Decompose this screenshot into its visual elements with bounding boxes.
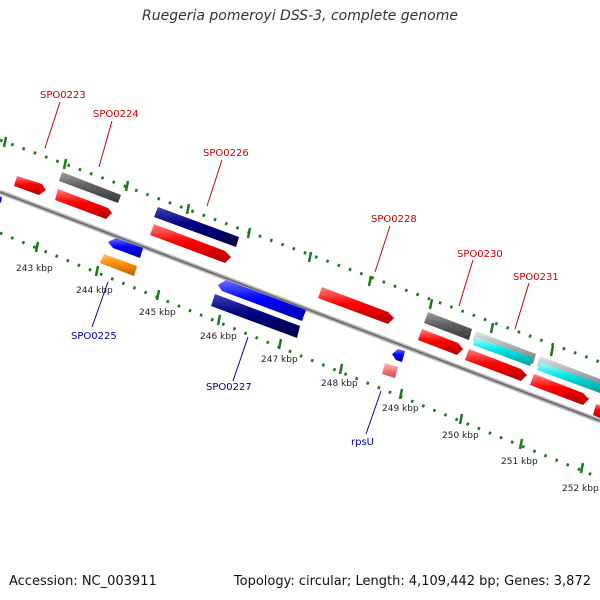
kbp-label: 248 kbp <box>321 379 358 389</box>
feature-spo0227-blue[interactable] <box>218 280 306 321</box>
major-tick <box>246 227 252 239</box>
feature-spo0226[interactable] <box>154 207 239 247</box>
feature-cds-spo0224[interactable] <box>55 189 112 219</box>
reverse-features <box>100 238 405 378</box>
label-spo0231[interactable]: SPO0231 <box>513 272 559 283</box>
feature-rpsu-blue[interactable] <box>392 349 405 362</box>
kbp-label: 252 kbp <box>562 484 599 494</box>
feature-cds-spo0226[interactable] <box>150 224 231 263</box>
major-tick <box>398 388 404 400</box>
major-tick <box>367 275 373 287</box>
major-tick <box>338 363 344 375</box>
kbp-label: 250 kbp <box>442 431 479 441</box>
ruler-ticks <box>2 136 585 474</box>
backbone <box>0 189 600 424</box>
kbp-label: 244 kbp <box>76 286 113 296</box>
feature-cds-spo0228[interactable] <box>318 287 394 324</box>
major-tick <box>277 338 283 350</box>
label-spo0227[interactable]: SPO0227 <box>206 382 252 393</box>
major-tick <box>458 413 464 425</box>
major-tick <box>94 265 100 277</box>
feature-spo0230[interactable] <box>424 312 472 340</box>
label-rpsu[interactable]: rpsU <box>351 437 374 448</box>
feature-rpsu-pink[interactable] <box>382 363 398 378</box>
label-spo0225[interactable]: SPO0225 <box>71 331 117 342</box>
feature-cyan-2[interactable] <box>537 362 600 393</box>
forward-features <box>0 172 600 418</box>
feature-spo0225-orange[interactable] <box>100 254 137 276</box>
major-tick <box>2 136 8 148</box>
major-tick <box>62 158 68 170</box>
feature-spo0225-blue[interactable] <box>108 238 143 258</box>
major-tick <box>549 345 555 357</box>
feature-cyan-1[interactable] <box>473 337 533 366</box>
feature-spo0224[interactable] <box>59 172 121 203</box>
label-spo0226[interactable]: SPO0226 <box>203 148 249 159</box>
feature-spo0223[interactable] <box>14 176 46 195</box>
feature-partial-left[interactable] <box>0 196 2 203</box>
accession-text: Accession: NC_003911 <box>9 574 157 589</box>
label-spo0224[interactable]: SPO0224 <box>93 109 139 120</box>
kbp-label: 251 kbp <box>501 457 538 467</box>
feature-cds-spo0230[interactable] <box>418 329 463 355</box>
label-spo0223[interactable]: SPO0223 <box>40 90 86 101</box>
feature-spo0227-navy[interactable] <box>211 294 300 338</box>
ruler-track-outer <box>0 138 600 364</box>
major-tick <box>155 289 161 301</box>
kbp-label: 245 kbp <box>139 308 176 318</box>
kbp-label: 243 kbp <box>16 264 53 274</box>
ruler-track-inner <box>0 231 600 480</box>
label-spo0230[interactable]: SPO0230 <box>457 249 503 260</box>
major-tick <box>518 438 524 450</box>
kbp-labels: 243 kbp 244 kbp 245 kbp 246 kbp 247 kbp … <box>16 264 599 494</box>
major-tick <box>428 298 434 310</box>
major-tick <box>579 462 585 474</box>
genome-summary-text: Topology: circular; Length: 4,109,442 bp… <box>233 574 591 589</box>
major-tick <box>489 322 495 334</box>
label-spo0228[interactable]: SPO0228 <box>371 214 417 225</box>
major-tick <box>185 203 191 215</box>
kbp-label: 249 kbp <box>382 404 419 414</box>
map-title: Ruegeria pomeroyi DSS-3, complete genome <box>142 8 458 24</box>
major-tick <box>216 314 222 326</box>
feature-cds-spo0231b[interactable] <box>530 374 589 405</box>
gene-labels: SPO0223 SPO0224 SPO0226 SPO0228 SPO0230 … <box>40 90 559 448</box>
major-tick <box>124 180 130 192</box>
kbp-label: 246 kbp <box>200 332 237 342</box>
major-tick <box>34 241 40 253</box>
kbp-label: 247 kbp <box>261 355 298 365</box>
label-leaders <box>44 101 530 435</box>
feature-cds-spo0231a[interactable] <box>465 349 527 381</box>
feature-cds-edge[interactable] <box>593 404 600 418</box>
major-tick <box>307 251 313 263</box>
